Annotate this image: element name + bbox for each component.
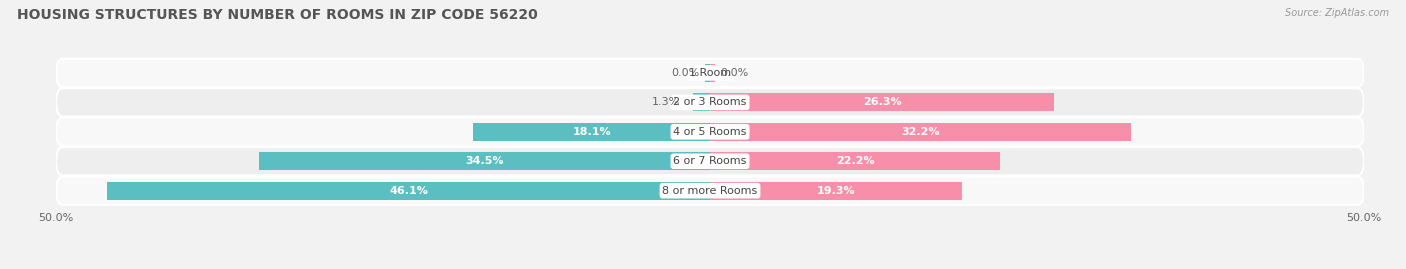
Text: 0.0%: 0.0% bbox=[720, 68, 749, 78]
Text: 4 or 5 Rooms: 4 or 5 Rooms bbox=[673, 127, 747, 137]
Bar bbox=[693, 93, 710, 111]
Bar bbox=[710, 64, 716, 82]
Text: 2 or 3 Rooms: 2 or 3 Rooms bbox=[673, 97, 747, 107]
Text: 32.2%: 32.2% bbox=[901, 127, 939, 137]
Text: 1.3%: 1.3% bbox=[652, 97, 681, 107]
Text: 18.1%: 18.1% bbox=[572, 127, 612, 137]
Text: Source: ZipAtlas.com: Source: ZipAtlas.com bbox=[1285, 8, 1389, 18]
FancyBboxPatch shape bbox=[56, 59, 1364, 87]
Bar bbox=[474, 123, 710, 141]
Bar bbox=[107, 182, 710, 200]
Text: HOUSING STRUCTURES BY NUMBER OF ROOMS IN ZIP CODE 56220: HOUSING STRUCTURES BY NUMBER OF ROOMS IN… bbox=[17, 8, 537, 22]
Text: 22.2%: 22.2% bbox=[835, 156, 875, 166]
Bar bbox=[710, 152, 1000, 170]
FancyBboxPatch shape bbox=[56, 118, 1364, 146]
Bar bbox=[710, 93, 1054, 111]
Text: 0.0%: 0.0% bbox=[671, 68, 700, 78]
Bar bbox=[710, 123, 1130, 141]
FancyBboxPatch shape bbox=[56, 176, 1364, 205]
Text: 6 or 7 Rooms: 6 or 7 Rooms bbox=[673, 156, 747, 166]
Bar bbox=[710, 182, 962, 200]
Bar bbox=[259, 152, 710, 170]
FancyBboxPatch shape bbox=[56, 88, 1364, 116]
Text: 26.3%: 26.3% bbox=[863, 97, 901, 107]
FancyBboxPatch shape bbox=[56, 147, 1364, 175]
Bar bbox=[704, 64, 710, 82]
Text: 46.1%: 46.1% bbox=[389, 186, 427, 196]
Text: 34.5%: 34.5% bbox=[465, 156, 503, 166]
Text: 8 or more Rooms: 8 or more Rooms bbox=[662, 186, 758, 196]
Text: 1 Room: 1 Room bbox=[689, 68, 731, 78]
Text: 19.3%: 19.3% bbox=[817, 186, 855, 196]
